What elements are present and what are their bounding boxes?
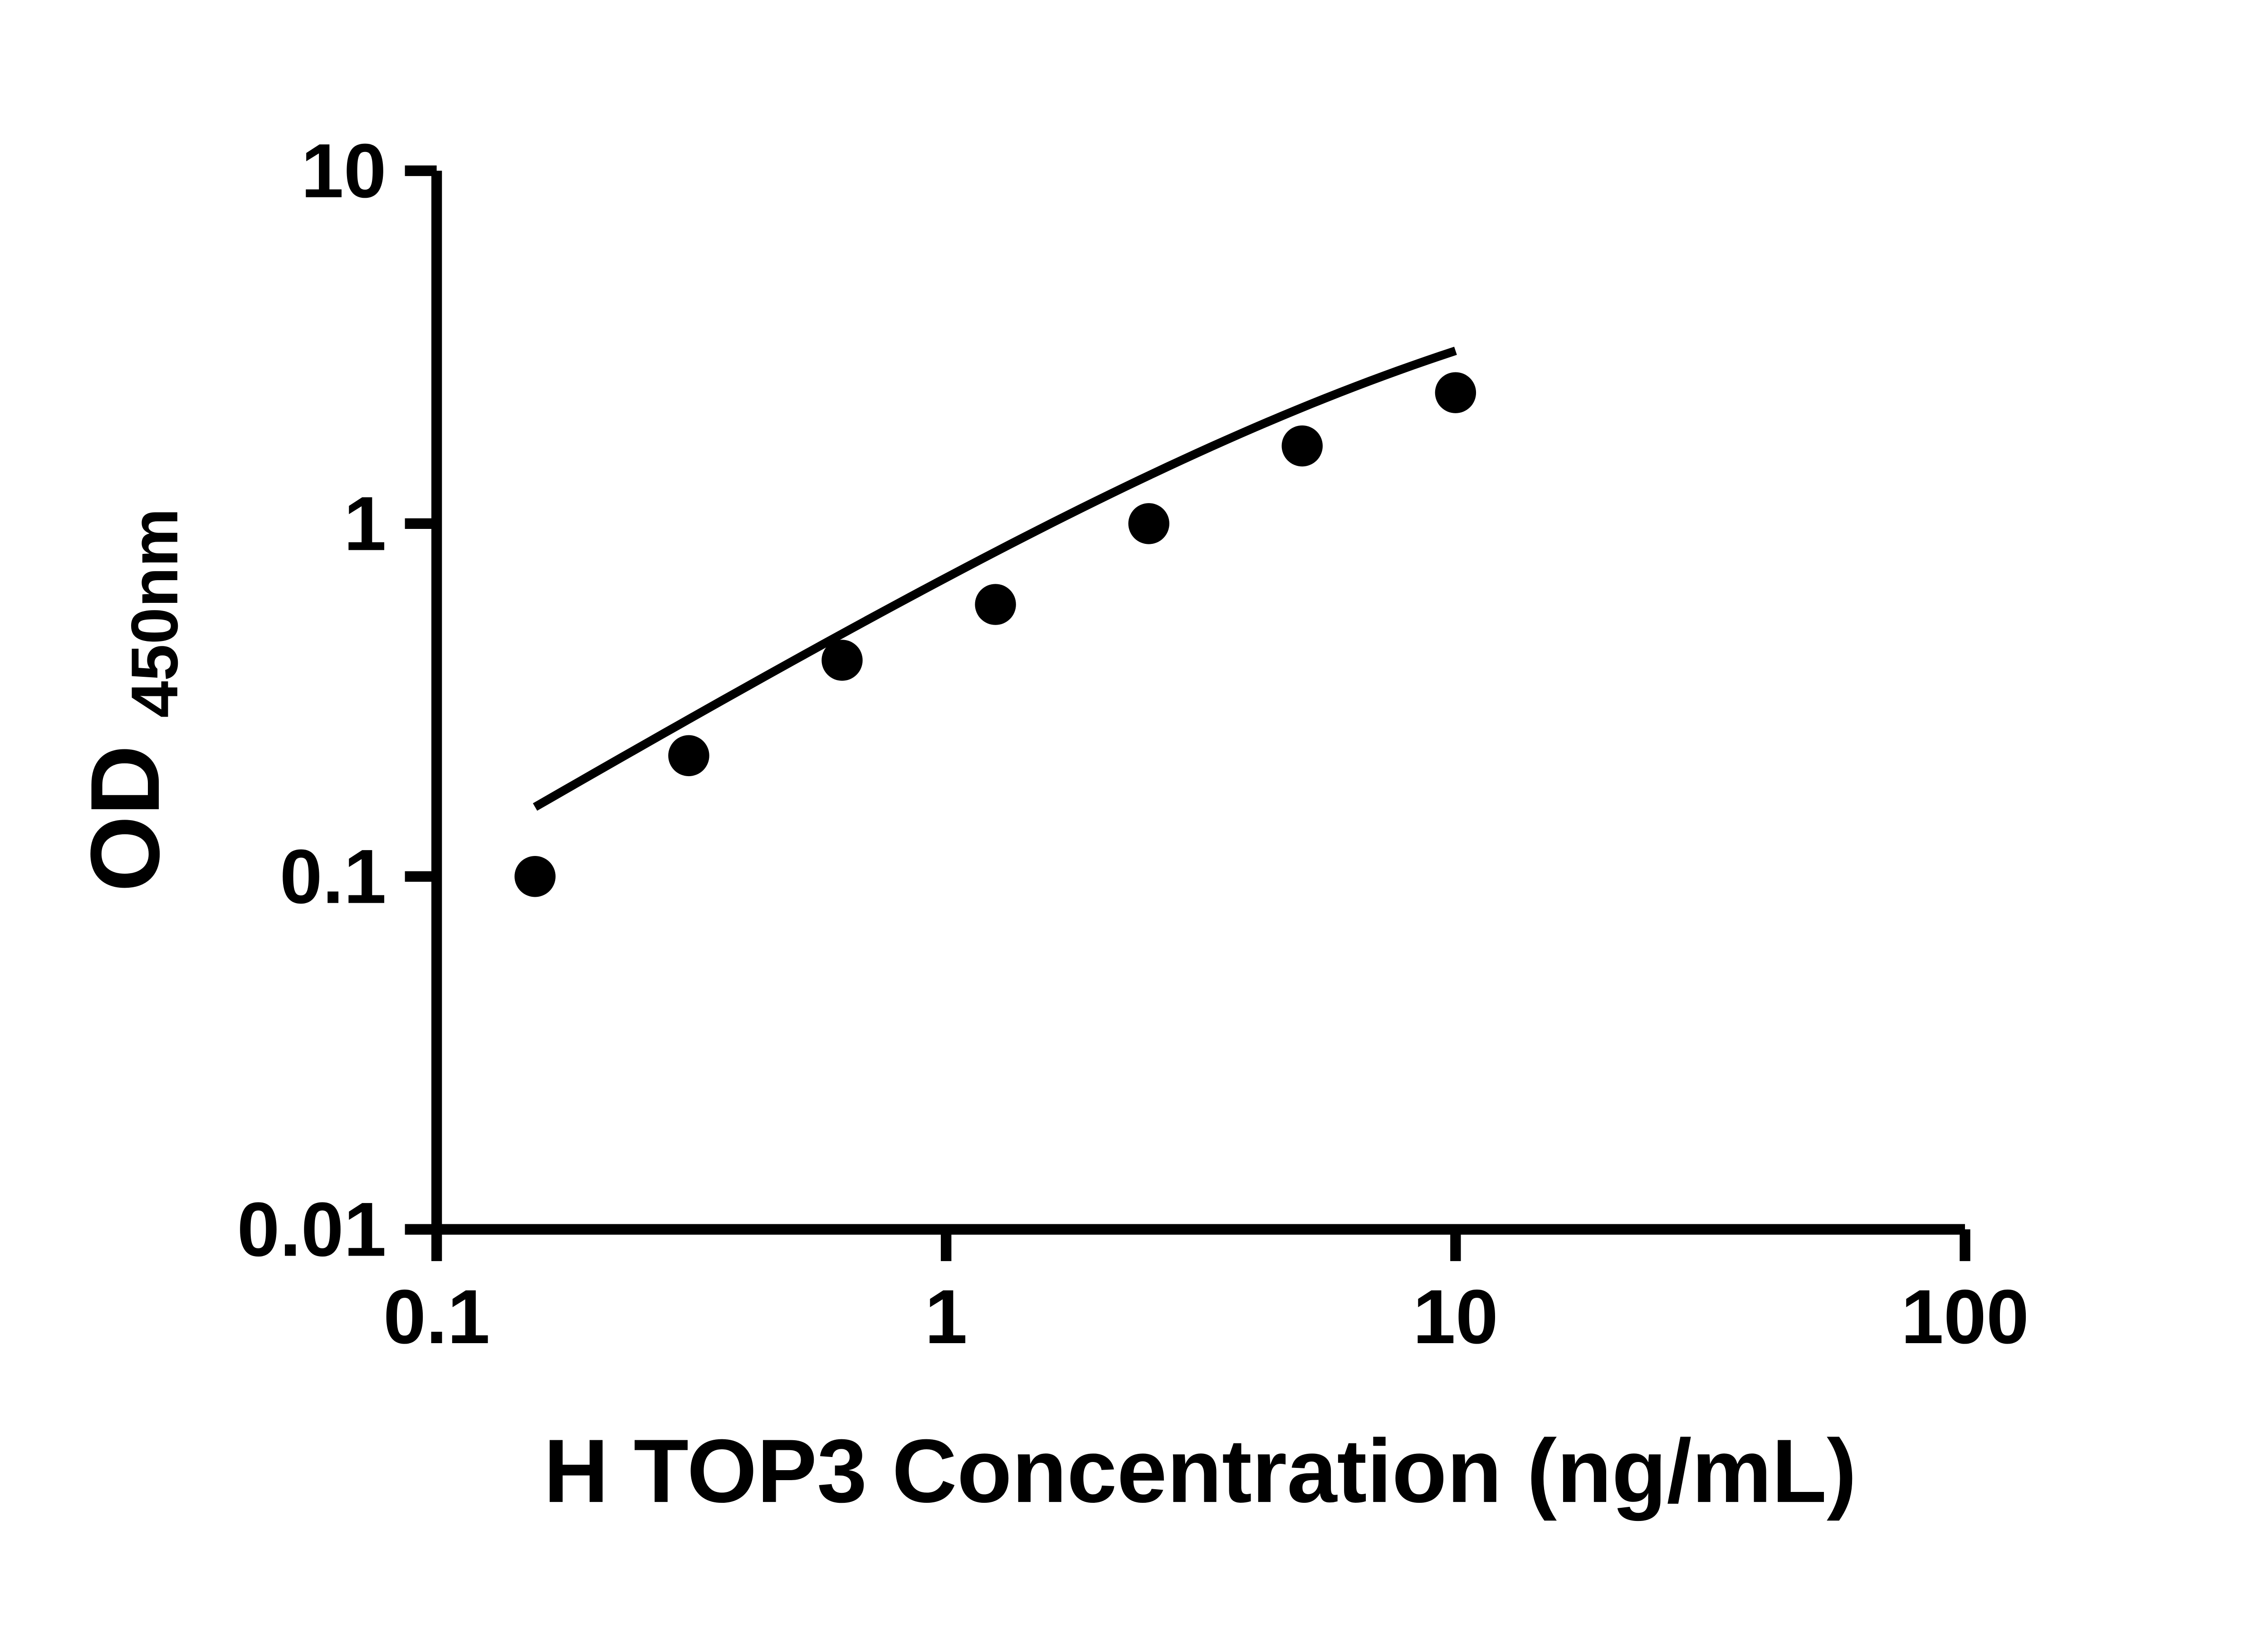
data-point (821, 640, 863, 681)
fit-curve-line (533, 347, 1457, 811)
x-axis-title: H TOP3 Concentration (ng/mL) (544, 1421, 1857, 1521)
x-tick-label: 0.1 (383, 1274, 490, 1359)
y-tick-label: 1 (344, 481, 386, 567)
data-point (1281, 425, 1323, 467)
y-tick-label: 0.01 (237, 1186, 386, 1272)
y-axis-title-subscript: 450nm (117, 508, 191, 718)
data-point (1128, 503, 1169, 544)
y-axis-title: OD 450nm (70, 508, 191, 892)
y-axis-title-text: OD (70, 745, 180, 892)
axis-spine (431, 171, 1965, 1235)
data-point (668, 735, 709, 777)
data-point (975, 584, 1016, 625)
data-point (514, 856, 556, 897)
x-tick-label: 10 (1413, 1274, 1498, 1359)
x-tick-label: 1 (925, 1274, 968, 1359)
y-tick-label: 0.1 (280, 834, 386, 919)
x-tick-label: 100 (1901, 1274, 2029, 1359)
y-tick-label: 10 (301, 128, 386, 214)
data-point (1435, 372, 1476, 413)
